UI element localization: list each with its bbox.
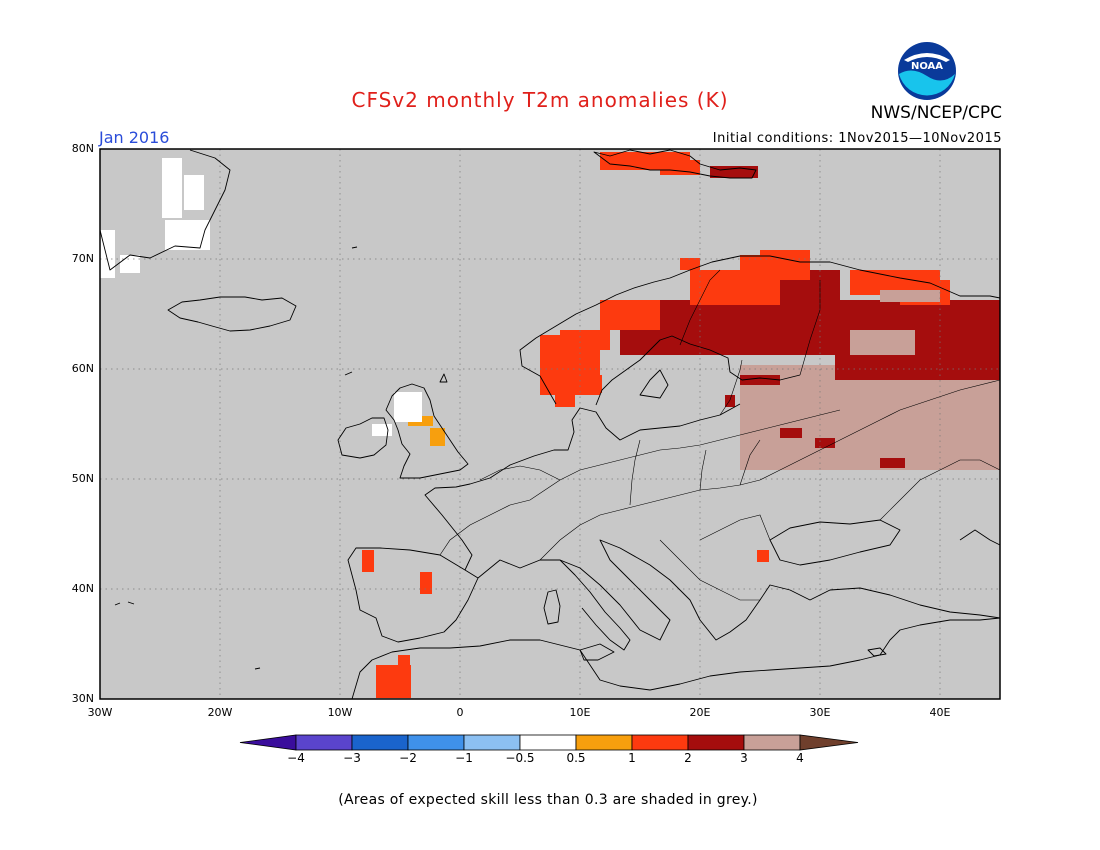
anomaly-cell [398, 655, 410, 667]
country-borders [439, 269, 1001, 601]
anomaly-cell [420, 572, 432, 594]
initial-conditions: Initial conditions: 1Nov2015—10Nov2015 [712, 131, 1002, 146]
anomaly-cells [100, 152, 1000, 698]
longitude-label: 30E [809, 706, 831, 719]
coastline-italy [559, 559, 631, 651]
anomaly-cell [394, 392, 422, 422]
latitude-label: 60N [71, 362, 94, 375]
coastline-continent-north [424, 403, 741, 571]
coastline-iceland [167, 296, 297, 332]
anomaly-cell [815, 438, 835, 448]
anomaly-cell [362, 550, 374, 572]
longitude-label: 10E [569, 706, 591, 719]
colorbar-label: −2 [399, 751, 417, 765]
colorbar-box [463, 734, 521, 751]
longitude-label: 10W [327, 706, 353, 719]
colorbar-extend-high [799, 734, 859, 751]
coastline-black-sea [769, 519, 901, 566]
anomaly-cell [162, 158, 182, 218]
anomaly-cell [880, 290, 940, 302]
colorbar-label: −1 [455, 751, 473, 765]
latitude-label: 80N [71, 142, 94, 155]
anomaly-cell [740, 375, 780, 385]
anomaly-cell [600, 300, 660, 330]
anomaly-cell [757, 550, 769, 562]
latitude-label: 70N [71, 252, 94, 265]
anomaly-cell [950, 340, 1000, 380]
colorbar-label: −4 [287, 751, 305, 765]
anomaly-cell [880, 458, 905, 468]
anomaly-cell [680, 258, 700, 270]
coastline-baltic [595, 335, 801, 406]
gridlines [100, 149, 1000, 699]
colorbar-label: 3 [740, 751, 748, 765]
forecast-period: Jan 2016 [99, 128, 170, 147]
colorbar-label: 1 [628, 751, 636, 765]
anomaly-cell [120, 255, 140, 273]
coastline-great-britain [385, 383, 469, 479]
colorbar-box [631, 734, 689, 751]
colorbar-box [519, 734, 577, 751]
latitude-label: 40N [71, 582, 94, 595]
map-frame [99, 148, 1001, 700]
anomaly-cell [725, 395, 735, 407]
skill-footnote: (Areas of expected skill less than 0.3 a… [338, 792, 758, 808]
anomaly-cell [660, 160, 700, 175]
latitude-label: 30N [71, 692, 94, 705]
colorbar-label: 2 [684, 751, 692, 765]
colorbar-label: 0.5 [566, 751, 586, 765]
colorbar-box [295, 734, 353, 751]
coastline-sardinia [543, 589, 561, 625]
coastline-ireland [337, 417, 389, 459]
chart-title: CFSv2 monthly T2m anomalies (K) [351, 88, 729, 112]
anomaly-cell [184, 175, 204, 210]
noaa-logo: NOAA [898, 42, 956, 100]
agency-label: NWS/NCEP/CPC [870, 103, 1002, 123]
longitude-label: 20E [689, 706, 711, 719]
latitude-label: 50N [71, 472, 94, 485]
anomaly-cell [560, 330, 610, 350]
coastline-gotland [639, 369, 669, 399]
coastline-sicily [579, 643, 615, 661]
colorbar-label: −0.5 [505, 751, 535, 765]
coastline-greenland [99, 149, 231, 271]
anomaly-cell [590, 375, 602, 393]
anomaly-cell [780, 428, 802, 438]
colorbar-box [407, 734, 465, 751]
colorbar-box [687, 734, 745, 751]
anomaly-cell [376, 665, 411, 698]
longitude-label: 40E [929, 706, 951, 719]
colorbar-label: 4 [796, 751, 804, 765]
longitude-label: 0 [456, 706, 464, 719]
anomaly-cell [430, 428, 445, 446]
anomaly-cell [165, 220, 210, 250]
coastlines [99, 149, 1001, 700]
coastline-scandinavia-north [519, 255, 1001, 405]
colorbar-label: −3 [343, 751, 361, 765]
anomaly-cell [100, 230, 115, 278]
logo-text: NOAA [911, 61, 943, 72]
coastline-north-africa [351, 617, 1001, 700]
anomaly-cell [850, 330, 915, 355]
coastline-caspian [959, 529, 1001, 546]
colorbar-box [575, 734, 633, 751]
colorbar-extend-low [239, 734, 297, 751]
longitude-label: 20W [207, 706, 233, 719]
anomaly-cell [700, 330, 760, 355]
anomaly-cell [740, 365, 1000, 470]
colorbar-box [351, 734, 409, 751]
anomaly-cell [760, 250, 810, 280]
coastline-svalbard [593, 149, 757, 179]
coastline-iberia [347, 547, 479, 643]
anomaly-cell [555, 395, 575, 407]
longitude-label: 30W [87, 706, 113, 719]
colorbar-box [743, 734, 801, 751]
coastline-med-north [477, 539, 1001, 641]
